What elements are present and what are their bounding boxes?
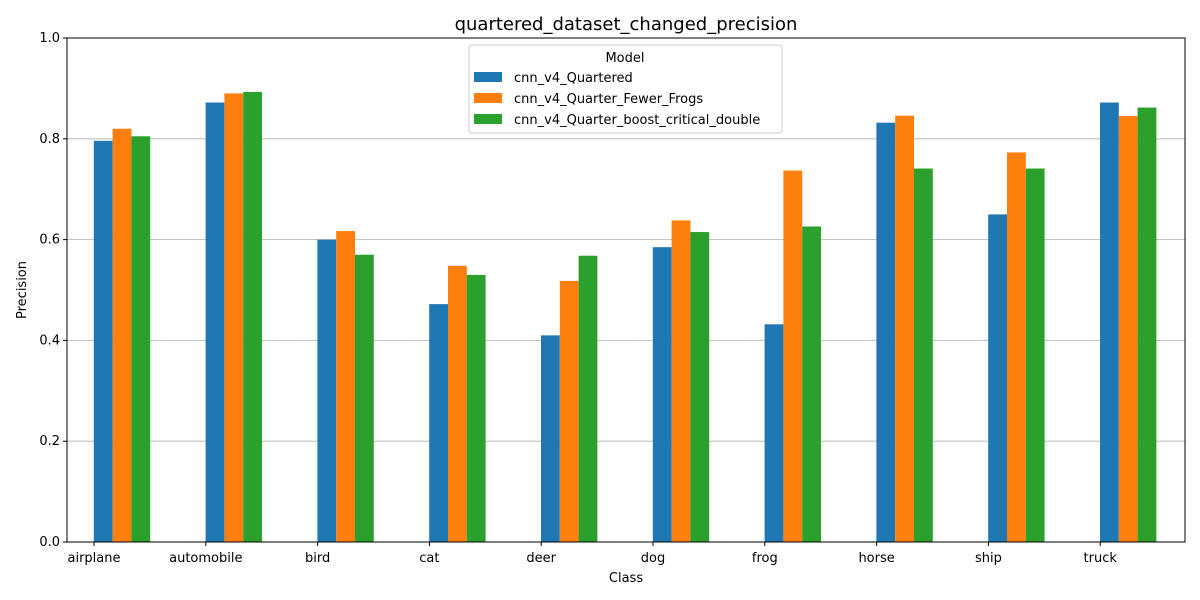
bar-automobile-2 xyxy=(224,93,244,542)
y-tick-label: 0.2 xyxy=(39,434,60,449)
bars xyxy=(93,91,1157,543)
bar-deer-2 xyxy=(559,280,579,542)
bar-frog-1 xyxy=(764,324,784,542)
bar-airplane-2 xyxy=(112,128,132,542)
y-axis-label: Precision xyxy=(15,261,30,319)
y-tick-label: 1.0 xyxy=(39,31,60,46)
bar-ship-1 xyxy=(988,214,1007,542)
x-axis-ticks: airplane automobile bird cat deer dog frog hors… xyxy=(68,542,1118,566)
legend-swatch xyxy=(474,114,502,124)
bar-airplane-3 xyxy=(131,136,151,542)
legend-swatch xyxy=(474,72,502,82)
legend-title: Model xyxy=(605,51,644,66)
bar-ship-2 xyxy=(1007,152,1026,542)
bar-deer-3 xyxy=(578,255,598,542)
x-tick-label: truck xyxy=(1084,551,1118,566)
x-tick-label: bird xyxy=(305,551,330,566)
legend: Model cnn_v4_Quartered cnn_v4_Quarter_Few… xyxy=(468,44,783,134)
x-tick-label: automobile xyxy=(169,551,242,566)
bar-horse-1 xyxy=(876,122,896,542)
bar-ship-3 xyxy=(1025,168,1045,542)
bar-truck-3 xyxy=(1137,107,1157,542)
x-tick-label: deer xyxy=(526,551,556,566)
legend-label: cnn_v4_Quartered xyxy=(514,71,633,86)
y-tick-label: 0.6 xyxy=(39,233,60,248)
bar-automobile-3 xyxy=(243,91,262,542)
y-tick-label: 0.0 xyxy=(39,535,60,550)
legend-swatch xyxy=(474,93,502,103)
bar-cat-2 xyxy=(448,265,467,542)
legend-box xyxy=(468,44,783,134)
x-tick-label: frog xyxy=(752,551,778,566)
bar-horse-3 xyxy=(914,168,933,542)
chart-title: quartered_dataset_changed_precision xyxy=(455,14,798,35)
bar-dog-1 xyxy=(652,247,672,542)
bar-cat-1 xyxy=(429,304,448,542)
bar-horse-2 xyxy=(895,115,914,542)
bar-frog-3 xyxy=(802,226,821,542)
bar-frog-2 xyxy=(783,170,803,542)
x-tick-label: airplane xyxy=(68,551,121,566)
bar-deer-1 xyxy=(541,335,560,542)
bar-airplane-1 xyxy=(93,140,113,543)
bar-bird-1 xyxy=(317,239,337,542)
x-axis-label: Class xyxy=(609,571,643,586)
plot-frame xyxy=(66,37,1186,543)
bar-bird-3 xyxy=(355,254,374,542)
y-tick-label: 0.8 xyxy=(39,132,60,147)
bar-bird-2 xyxy=(336,231,355,543)
bar-dog-2 xyxy=(671,220,691,542)
legend-label: cnn_v4_Quarter_Fewer_Frogs xyxy=(514,92,703,107)
x-tick-label: dog xyxy=(641,551,665,566)
x-tick-label: ship xyxy=(975,551,1002,566)
x-tick-label: cat xyxy=(419,551,439,566)
y-axis-ticks: 0.0 0.2 0.4 0.6 0.8 1.0 xyxy=(39,31,67,550)
legend-label: cnn_v4_Quarter_boost_critical_double xyxy=(514,113,760,128)
x-tick-label: horse xyxy=(858,551,894,566)
bar-truck-1 xyxy=(1100,102,1119,543)
legend-items: cnn_v4_Quartered cnn_v4_Quarter_Fewer_Fro… xyxy=(474,71,760,128)
bar-dog-3 xyxy=(690,232,710,543)
bar-automobile-1 xyxy=(205,102,225,543)
bar-cat-3 xyxy=(466,274,486,542)
bar-truck-2 xyxy=(1118,116,1138,543)
y-tick-label: 0.4 xyxy=(39,333,60,348)
